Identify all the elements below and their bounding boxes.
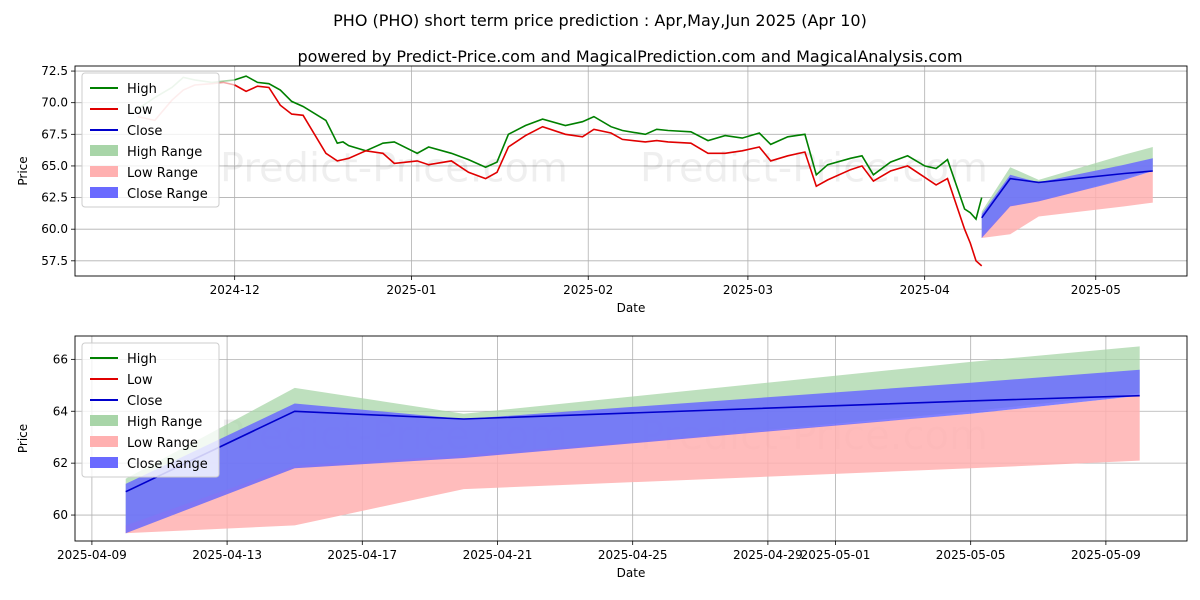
legend-high-label: High [127,82,157,97]
plot-frame [74,335,1188,542]
legend-close-label: Close [127,124,162,139]
y-tick-label: 65.0 [41,159,68,173]
close-range-band [981,158,1153,238]
x-tick-label: 2025-04-29 [733,548,803,562]
legend-high-range-label: High Range [127,145,202,160]
high-line [234,75,983,221]
watermark: Predict-Price.com [220,146,568,192]
x-tick-label: 2024-12 [210,283,260,297]
close-line [981,170,1153,219]
low-range-band [981,171,1153,238]
legend-high-range-label: High Range [127,415,202,430]
y-tick-label: 67.5 [41,127,68,141]
x-tick-label: 2025-04-21 [463,548,533,562]
y-tick-label: 62 [53,456,68,470]
x-tick-label: 2025-01 [386,283,436,297]
chart-title: PHO (PHO) short term price prediction : … [333,11,867,30]
legend-low-range-swatch [90,166,118,177]
close-line [125,394,1140,493]
y-tick-label: 64 [53,404,68,418]
legend-close-range-label: Close Range [127,457,208,472]
forecast-price-chart: 2025-04-09 2025-04-13 2025-04-17 2025-04-21… [16,335,1188,580]
legend-close-range-swatch [90,457,118,468]
x-tick-label: 2025-05-05 [936,548,1006,562]
x-tick-label: 2025-02 [563,283,613,297]
chart-subtitle: powered by Predict-Price.com and Magical… [297,47,962,66]
y-tick-label: 62.5 [41,191,68,205]
legend-low-range-label: Low Range [127,436,198,451]
close-range-band [125,369,1140,534]
y-tick-label: 72.5 [41,64,68,78]
x-tick-label: 2025-04-13 [192,548,262,562]
x-tick-label: 2025-04-09 [57,548,127,562]
plot-frame [74,65,1188,277]
x-axis-title: Date [617,301,646,315]
legend-close-range-label: Close Range [127,187,208,202]
x-axis-title: Date [617,566,646,580]
legend-low-range-swatch [90,436,118,447]
x-tick-label: 2025-04-17 [327,548,397,562]
legend-high-range-swatch [90,415,118,426]
legend-high-label: High [127,352,157,367]
y-tick-label: 60 [53,508,68,522]
x-tick-label: 2025-04 [900,283,950,297]
legend-low-label: Low [127,373,153,388]
legend-close-range-swatch [90,187,118,198]
y-tick-label: 60.0 [41,222,68,236]
y-tick-label: 66 [53,352,68,366]
x-tick-label: 2025-05-01 [801,548,871,562]
legend-low-range-label: Low Range [127,166,198,181]
y-axis-title: Price [16,424,30,453]
legend-high-range-swatch [90,145,118,156]
y-axis-title: Price [16,156,30,185]
x-tick-label: 2025-05 [1071,283,1121,297]
low-line [234,84,983,267]
historical-price-chart: 2024-12 2025-01 2025-02 2025-03 2025-04 2025-… [16,64,1188,315]
y-tick-label: 57.5 [41,254,68,268]
x-tick-label: 2025-04-25 [598,548,668,562]
x-tick-label: 2025-03 [723,283,773,297]
legend-low-label: Low [127,103,153,118]
low-range-band [125,395,1140,534]
x-tick-label: 2025-05-09 [1071,548,1141,562]
y-tick-label: 70.0 [41,96,68,110]
legend-close-label: Close [127,394,162,409]
